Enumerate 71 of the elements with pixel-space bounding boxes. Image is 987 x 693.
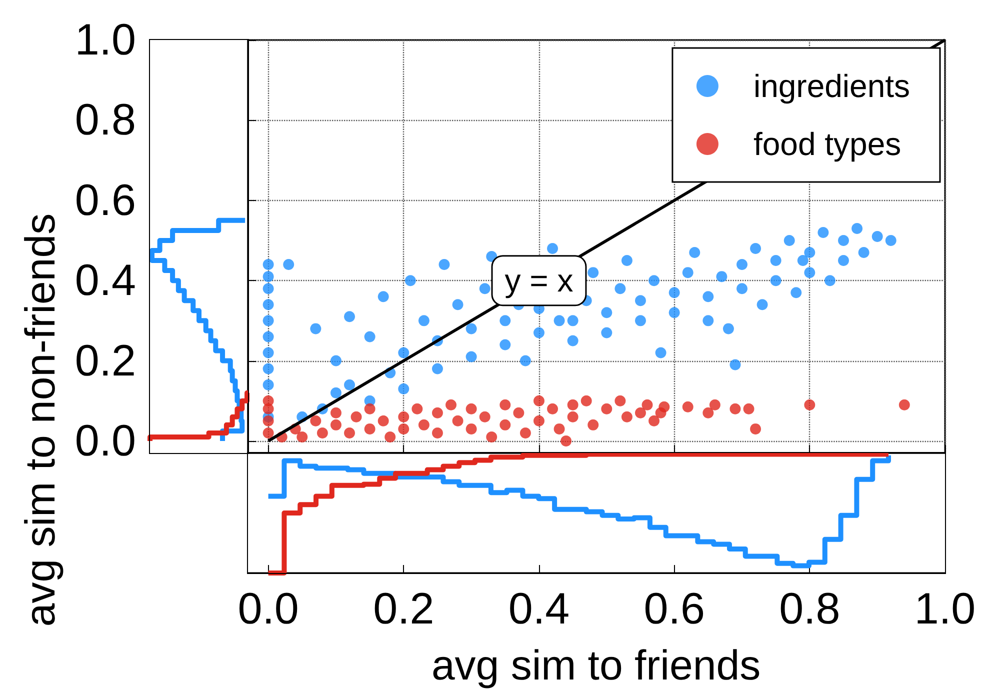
- y-tick-label: 0.8: [74, 96, 136, 145]
- point: [262, 395, 274, 406]
- x-tick-label: 0.8: [779, 584, 840, 634]
- point: [344, 427, 356, 438]
- point: [446, 399, 457, 410]
- point: [682, 401, 694, 412]
- x-tick-label: 0.6: [644, 584, 705, 634]
- point: [466, 423, 477, 434]
- y-axis-title: avg sim to non-friends: [16, 213, 64, 627]
- legend-label: food types: [753, 126, 902, 162]
- point: [547, 403, 558, 414]
- point: [634, 407, 646, 418]
- point: [452, 415, 464, 426]
- x-tick-label: 1.0: [914, 584, 976, 634]
- point: [500, 419, 511, 430]
- point: [500, 399, 511, 410]
- y-tick-label: 0.6: [74, 176, 136, 225]
- point: [330, 419, 342, 430]
- x-tick-label: 0.4: [508, 584, 570, 634]
- point: [567, 399, 578, 410]
- point: [486, 431, 498, 442]
- point: [533, 415, 544, 426]
- point: [384, 431, 396, 442]
- y-tick-label: 0.0: [74, 416, 136, 466]
- point: [432, 427, 443, 438]
- point: [648, 415, 660, 426]
- point: [262, 415, 274, 426]
- annotation: y = x: [504, 262, 574, 299]
- point: [709, 399, 720, 410]
- point: [560, 435, 572, 446]
- point: [330, 407, 342, 418]
- point: [262, 427, 274, 438]
- point: [432, 407, 443, 418]
- point: [702, 407, 714, 418]
- y-tick-label: 0.4: [74, 256, 136, 306]
- x-tick-label: 0.2: [373, 584, 434, 634]
- point: [398, 423, 410, 434]
- point: [730, 403, 741, 414]
- point: [614, 395, 626, 406]
- point: [513, 407, 524, 418]
- point: [350, 411, 362, 422]
- y-tick-label: 1.0: [74, 16, 136, 64]
- point: [601, 403, 612, 414]
- point: [658, 401, 670, 412]
- point: [588, 419, 599, 430]
- point: [520, 427, 531, 438]
- point: [316, 427, 328, 438]
- point: [466, 403, 477, 414]
- point: [642, 399, 653, 410]
- legend-label: ingredients: [753, 68, 910, 104]
- point: [310, 415, 322, 426]
- point: [533, 395, 544, 406]
- point: [804, 399, 816, 410]
- point: [567, 411, 578, 422]
- point: [479, 411, 490, 422]
- x-axis-title: avg sim to friends: [431, 642, 761, 688]
- point: [378, 415, 389, 426]
- point: [743, 403, 754, 414]
- point: [412, 403, 423, 414]
- point: [580, 395, 592, 406]
- point: [898, 399, 910, 410]
- point: [750, 423, 762, 434]
- point: [364, 403, 376, 414]
- point: [296, 431, 308, 442]
- point: [398, 411, 410, 422]
- point: [554, 423, 565, 434]
- y-tick-label: 0.2: [74, 336, 136, 386]
- point: [364, 423, 376, 434]
- point: [621, 411, 632, 422]
- point: [418, 419, 430, 430]
- x-tick-label: 0.0: [238, 584, 299, 634]
